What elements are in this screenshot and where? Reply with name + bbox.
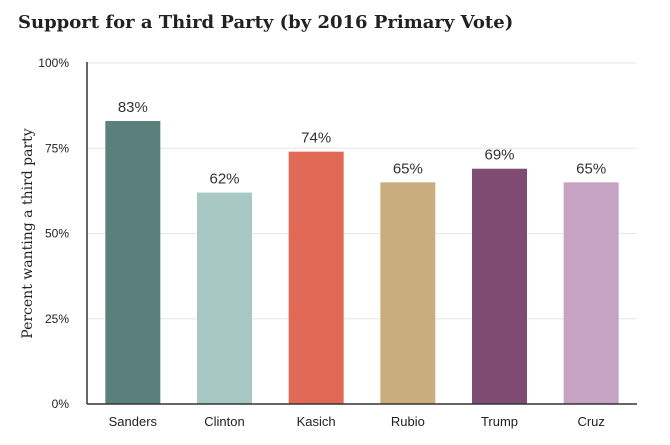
x-tick-label: Sanders bbox=[109, 414, 158, 429]
bars bbox=[105, 120, 619, 404]
data-label: 62% bbox=[209, 171, 239, 188]
data-label: 65% bbox=[393, 160, 423, 177]
bar bbox=[105, 120, 161, 404]
x-tick-label: Trump bbox=[481, 414, 518, 429]
bar bbox=[563, 182, 619, 404]
y-axis-title: Percent wanting a third party bbox=[20, 128, 36, 339]
x-tick-label: Cruz bbox=[577, 414, 604, 429]
data-label: 65% bbox=[576, 160, 606, 177]
x-tick-label: Kasich bbox=[297, 414, 336, 429]
x-tick-label: Rubio bbox=[391, 414, 425, 429]
labels: 0% 25% 50% 75% 100% 83% Sanders 62% Clinton 74% Ka… bbox=[38, 56, 606, 429]
axes bbox=[86, 62, 637, 405]
data-label: 83% bbox=[118, 99, 148, 116]
grid-lines bbox=[87, 62, 637, 320]
data-label: 69% bbox=[484, 147, 514, 164]
data-label: 74% bbox=[301, 130, 331, 147]
bar bbox=[197, 192, 252, 404]
y-tick-label: 0% bbox=[52, 397, 70, 411]
x-tick-label: Clinton bbox=[204, 414, 244, 429]
chart-title: Support for a Third Party (by 2016 Prima… bbox=[18, 12, 514, 33]
y-tick-label: 75% bbox=[45, 141, 69, 155]
y-tick-label: 100% bbox=[38, 56, 69, 70]
bar bbox=[472, 168, 527, 404]
y-tick-label: 25% bbox=[45, 312, 69, 326]
y-tick-label: 50% bbox=[45, 227, 69, 241]
bar bbox=[380, 182, 436, 404]
bar bbox=[288, 151, 344, 404]
